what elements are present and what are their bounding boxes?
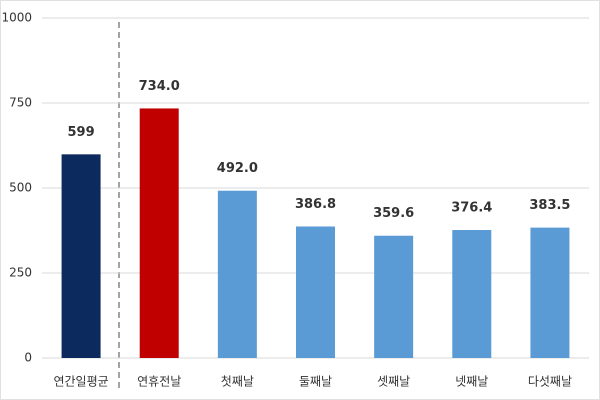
y-tick-label: 500 [9,181,32,195]
x-tick-label: 다섯째날 [528,375,572,389]
bar [61,154,101,358]
x-tick-label: 연휴전날 [137,375,181,389]
bar [530,227,570,358]
y-tick-label: 250 [9,266,32,280]
x-tick-label: 넷째날 [455,375,488,389]
value-label: 383.5 [529,198,570,213]
y-tick-label: 0 [24,351,32,365]
x-tick-label: 첫째날 [221,375,254,389]
value-label: 492.0 [217,161,258,176]
y-tick-label: 750 [9,96,32,110]
x-tick-label: 연간일평균 [53,375,108,389]
x-tick-label: 둘째날 [299,375,332,389]
value-label: 734.0 [139,79,180,94]
bar [139,108,179,358]
bar [374,235,414,358]
x-tick-label: 셋째날 [377,375,410,389]
bar [296,226,335,358]
value-label: 376.4 [451,201,492,216]
bar [217,190,257,358]
y-tick-label: 1000 [1,11,32,25]
value-label: 599 [68,125,95,140]
value-label: 386.8 [295,197,336,212]
value-label: 359.6 [373,206,414,221]
bar [452,230,492,358]
